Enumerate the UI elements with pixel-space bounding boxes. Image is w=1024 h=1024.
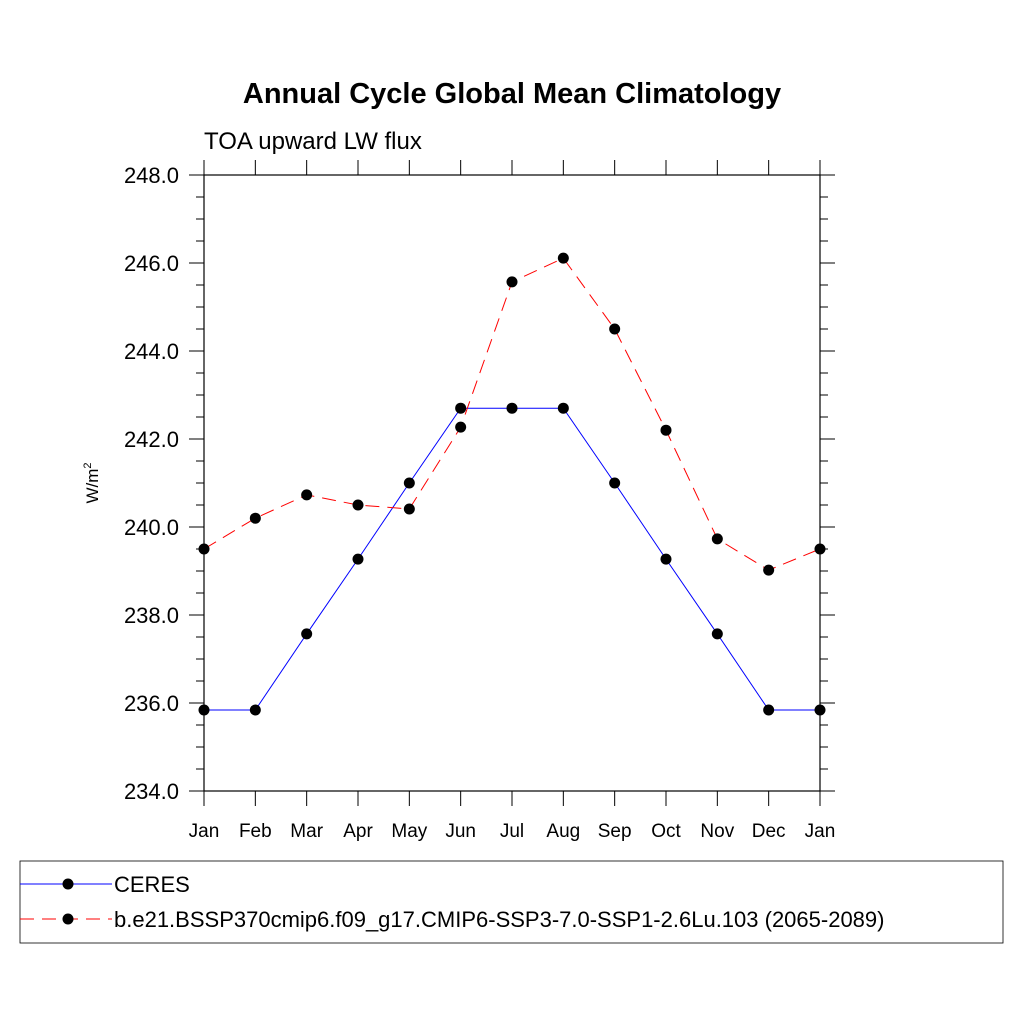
data-point-0 (711, 628, 723, 640)
y-tick-label: 242.0 (124, 427, 179, 452)
data-point-0 (403, 477, 415, 489)
data-point-1 (814, 543, 826, 555)
y-tick-label: 238.0 (124, 603, 179, 628)
x-tick-label: Sep (598, 821, 632, 842)
x-tick-label: Jan (805, 821, 836, 842)
x-tick-label: May (391, 821, 427, 842)
data-point-0 (455, 402, 467, 414)
data-point-1 (506, 276, 518, 288)
x-tick-label: Dec (752, 821, 786, 842)
data-point-1 (301, 489, 313, 501)
x-tick-label: Apr (343, 821, 373, 842)
data-point-1 (198, 543, 210, 555)
data-point-1 (249, 512, 261, 524)
series-line-1 (203, 257, 821, 571)
x-tick-label: Jun (445, 821, 476, 842)
y-tick-label: 246.0 (124, 251, 179, 276)
plot-frame (203, 174, 821, 792)
y-tick-label: 236.0 (124, 691, 179, 716)
x-tick-label: Aug (546, 821, 580, 842)
svg-text:W/m2: W/m2 (82, 462, 102, 503)
y-axis-label-text: W/m (83, 469, 102, 504)
data-point-0 (557, 402, 569, 414)
x-tick-label: Mar (290, 821, 323, 842)
data-point-0 (301, 628, 313, 640)
data-point-0 (763, 704, 775, 716)
y-axis-label-sup: 2 (82, 462, 94, 468)
data-point-0 (249, 704, 261, 716)
legend-marker-0 (62, 878, 74, 890)
x-tick-label: Oct (651, 821, 681, 842)
legend-marker-1 (62, 913, 74, 925)
data-point-1 (609, 323, 621, 335)
legend-box (19, 860, 1004, 944)
data-point-0 (352, 553, 364, 565)
data-point-0 (506, 402, 518, 414)
y-tick-label: 248.0 (124, 163, 179, 188)
legend-label-ceres: CERES (114, 872, 190, 897)
y-tick-label: 240.0 (124, 515, 179, 540)
x-tick-label: Feb (239, 821, 272, 842)
data-point-1 (763, 564, 775, 576)
data-point-1 (403, 503, 415, 515)
x-tick-label: Jul (500, 821, 524, 842)
legend-label-model: b.e21.BSSP370cmip6.f09_g17.CMIP6-SSP3-7.… (114, 907, 884, 932)
data-point-0 (198, 704, 210, 716)
data-point-1 (660, 424, 672, 436)
data-point-0 (660, 553, 672, 565)
data-point-1 (557, 252, 569, 264)
data-point-1 (455, 421, 467, 433)
data-point-0 (814, 704, 826, 716)
legend: CERES b.e21.BSSP370cmip6.f09_g17.CMIP6-S… (19, 860, 1004, 944)
x-tick-label: Nov (700, 821, 734, 842)
series-line-0 (204, 407, 820, 711)
x-tick-label: Jan (189, 821, 220, 842)
y-tick-label: 244.0 (124, 339, 179, 364)
data-point-1 (352, 499, 364, 511)
chart-subtitle: TOA upward LW flux (204, 128, 422, 155)
data-point-0 (609, 477, 621, 489)
data-point-1 (711, 533, 723, 545)
y-tick-label: 234.0 (124, 779, 179, 804)
y-axis-label: W/m2 (82, 462, 102, 503)
chart-title: Annual Cycle Global Mean Climatology (243, 78, 781, 110)
